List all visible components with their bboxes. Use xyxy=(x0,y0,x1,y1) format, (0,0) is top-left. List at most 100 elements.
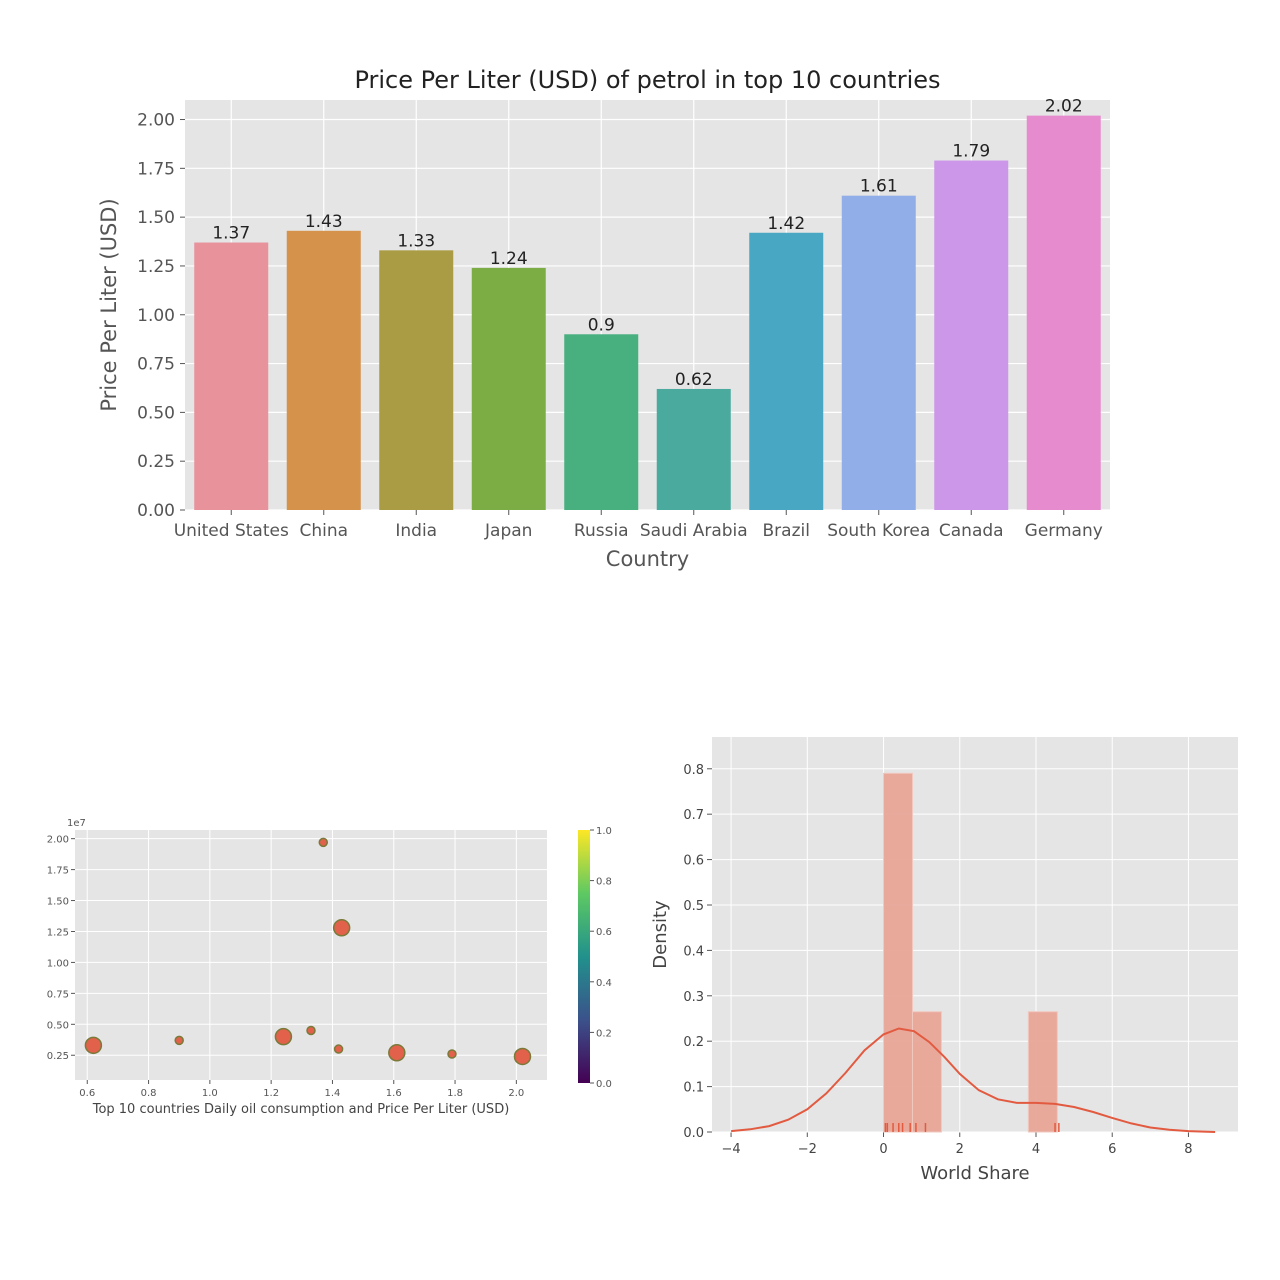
bar-y-tick-label: 1.50 xyxy=(137,208,175,228)
scatter-point xyxy=(513,1047,532,1066)
hist-x-tick-label: 4 xyxy=(1032,1142,1040,1157)
bar-value-label: 0.9 xyxy=(588,315,615,335)
scatter-x-tick-label: 1.4 xyxy=(325,1088,341,1099)
bar-x-tick-label: Canada xyxy=(939,521,1004,541)
scatter-y-tick-label: 1.50 xyxy=(47,897,69,908)
bar-y-axis-label: Price Per Liter (USD) xyxy=(97,198,121,411)
hist-bar xyxy=(911,1011,942,1133)
bar xyxy=(1026,115,1101,510)
hist-x-tick-label: 6 xyxy=(1108,1142,1116,1157)
bar-x-tick-label: United States xyxy=(174,521,289,541)
colorbar-tick-label: 0.4 xyxy=(596,978,612,989)
kde-line xyxy=(731,1027,1216,1133)
colorbar-tick-label: 0.2 xyxy=(596,1028,612,1039)
bar-value-label: 1.24 xyxy=(490,249,528,269)
scatter-plot-area xyxy=(75,830,547,1080)
colorbar-tick-label: 0.8 xyxy=(596,877,612,888)
bar xyxy=(564,334,639,510)
bar-x-tick-label: Russia xyxy=(574,521,629,541)
hist-x-tick-label: 8 xyxy=(1184,1142,1192,1157)
scatter-y-tick-label: 0.50 xyxy=(47,1020,69,1031)
hist-y-tick-label: 0.4 xyxy=(683,944,704,959)
scatter-point xyxy=(174,1035,184,1046)
scatter-x-tick-label: 0.6 xyxy=(79,1088,95,1099)
hist-x-tick-label: −2 xyxy=(798,1142,817,1157)
hist-y-tick-label: 0.0 xyxy=(683,1126,704,1141)
bar-y-tick-label: 1.25 xyxy=(137,257,175,277)
bar-x-tick-label: India xyxy=(395,521,437,541)
bar-x-tick-label: Brazil xyxy=(763,521,810,541)
scatter-y-tick-label: 1.00 xyxy=(47,958,69,969)
hist-y-axis-label: Density xyxy=(650,900,671,969)
bar-value-label: 1.43 xyxy=(305,212,343,232)
hist-y-tick-label: 0.1 xyxy=(683,1081,704,1096)
bar-y-tick-label: 0.50 xyxy=(137,403,175,423)
scatter-point xyxy=(84,1036,103,1055)
bar-value-label: 1.37 xyxy=(212,224,250,244)
bar-value-label: 2.02 xyxy=(1045,97,1083,117)
bar-y-tick-label: 0.25 xyxy=(137,452,175,472)
hist-y-tick-label: 0.2 xyxy=(683,1035,704,1050)
colorbar: 0.0 0.2 0.4 0.6 0.8 1.0 xyxy=(578,826,612,1090)
colorbar-gradient xyxy=(578,830,590,1083)
scatter-y-tick-label: 0.75 xyxy=(47,989,69,1000)
bar-y-tick-label: 2.00 xyxy=(137,111,175,131)
scatter-x-tick-label: 0.8 xyxy=(141,1088,157,1099)
scatter-point xyxy=(318,837,329,848)
hist-y-tick-label: 0.8 xyxy=(683,763,704,778)
scatter-x-tick-label: 1.6 xyxy=(386,1088,402,1099)
bar-x-tick-label: Saudi Arabia xyxy=(640,521,748,541)
scatter-x-tick-label: 2.0 xyxy=(508,1088,524,1099)
bar-x-tick-label: China xyxy=(299,521,348,541)
bar xyxy=(656,388,731,510)
histogram-chart: −4 −2 0 2 4 6 8 0.0 0.1 0.2 0.3 0.4 0.5 0.6 0.7 0.8 Worl… xyxy=(650,737,1238,1184)
bar-y-tick-label: 1.00 xyxy=(137,306,175,326)
hist-bar xyxy=(1027,1011,1058,1133)
scatter-point xyxy=(274,1027,293,1046)
bar-y-tick-label: 1.75 xyxy=(137,159,175,179)
bar-chart: 0.00 0.25 0.50 0.75 1.00 1.25 1.50 1.75 2.00 1.37… xyxy=(97,66,1110,571)
bar xyxy=(934,160,1009,510)
bar-value-label: 1.33 xyxy=(397,231,435,251)
bar xyxy=(379,250,454,511)
scatter-x-tick-label: 1.0 xyxy=(202,1088,218,1099)
bar xyxy=(286,230,361,511)
scatter-y-tick-label: 1.25 xyxy=(47,927,69,938)
scatter-x-tick-label: 1.2 xyxy=(263,1088,279,1099)
scatter-point xyxy=(332,919,351,937)
bar-y-tick-label: 0.75 xyxy=(137,355,175,375)
hist-plot-area xyxy=(712,737,1238,1132)
hist-x-tick-label: 2 xyxy=(956,1142,964,1157)
scatter-x-axis-label: Top 10 countries Daily oil consumption a… xyxy=(92,1102,510,1117)
bar-x-tick-label: Germany xyxy=(1025,521,1103,541)
hist-y-tick-label: 0.3 xyxy=(683,990,704,1005)
hist-y-tick-label: 0.7 xyxy=(683,808,704,823)
bar xyxy=(471,267,546,510)
scatter-point xyxy=(306,1025,316,1036)
bar-x-axis-label: Country xyxy=(606,547,689,571)
colorbar-tick-label: 1.0 xyxy=(596,826,612,837)
scatter-point xyxy=(333,1044,344,1054)
scatter-point xyxy=(447,1049,457,1059)
bar-y-tick-label: 0.00 xyxy=(137,501,175,521)
bar-x-tick-label: Japan xyxy=(484,521,532,541)
hist-x-axis-label: World Share xyxy=(920,1163,1029,1184)
scatter-y-tick-label: 0.25 xyxy=(47,1051,69,1062)
hist-y-tick-label: 0.5 xyxy=(683,899,704,914)
hist-y-tick-label: 0.6 xyxy=(683,854,704,869)
bar xyxy=(841,195,916,510)
scatter-x-tick-label: 1.8 xyxy=(447,1088,463,1099)
scatter-chart: 0.6 0.8 1.0 1.2 1.4 1.6 1.8 2.0 0.25 0.50 0.75 1.00… xyxy=(47,818,547,1117)
bar-value-label: 1.42 xyxy=(767,214,805,234)
hist-x-tick-label: 0 xyxy=(879,1142,887,1157)
bar-value-label: 1.61 xyxy=(860,177,898,197)
scatter-y-tick-label: 2.00 xyxy=(47,835,69,846)
hist-bar xyxy=(883,772,913,1133)
colorbar-tick-label: 0.0 xyxy=(596,1079,612,1090)
bar-x-tick-label: South Korea xyxy=(827,521,930,541)
scatter-point xyxy=(388,1044,406,1062)
scatter-y-multiplier: 1e7 xyxy=(67,818,86,829)
colorbar-tick-label: 0.6 xyxy=(596,927,612,938)
scatter-y-tick-label: 1.75 xyxy=(47,866,69,877)
bar xyxy=(194,242,269,510)
